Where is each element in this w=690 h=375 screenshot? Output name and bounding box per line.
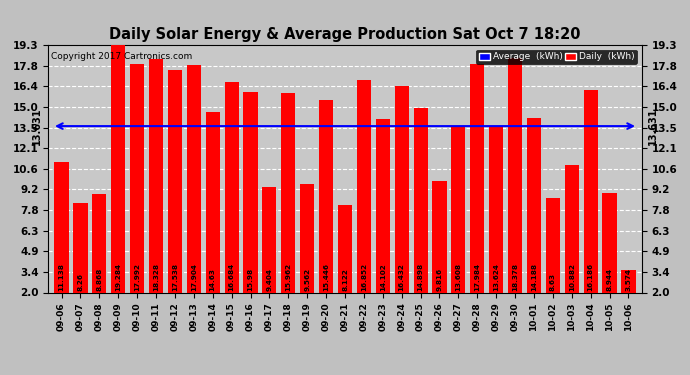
Text: 10.882: 10.882 [569,263,575,291]
Text: 8.868: 8.868 [97,268,102,291]
Text: 14.188: 14.188 [531,263,537,291]
Text: 15.446: 15.446 [323,263,329,291]
Bar [451,126,466,292]
Bar [489,126,503,292]
Text: 8.26: 8.26 [77,273,83,291]
Bar [470,64,484,292]
Text: Copyright 2017 Cartronics.com: Copyright 2017 Cartronics.com [51,53,193,62]
Bar [149,59,163,292]
Text: 13.624: 13.624 [493,263,499,291]
Bar [508,58,522,292]
Bar [433,181,446,292]
Bar [546,198,560,292]
Text: 16.432: 16.432 [399,263,405,291]
Text: 16.684: 16.684 [228,263,235,291]
Bar [92,194,106,292]
Bar [527,118,541,292]
Bar [244,93,257,292]
Text: 16.852: 16.852 [361,263,367,291]
Text: 3.574: 3.574 [625,268,631,291]
Bar [224,82,239,292]
Text: 8.63: 8.63 [550,273,556,291]
Text: 13.608: 13.608 [455,263,462,291]
Text: 9.404: 9.404 [266,268,273,291]
Text: 18.328: 18.328 [153,263,159,291]
Legend: Average  (kWh), Daily  (kWh): Average (kWh), Daily (kWh) [477,50,637,64]
Text: 13.631: 13.631 [32,107,42,145]
Text: 9.816: 9.816 [437,268,442,291]
Text: 14.898: 14.898 [417,263,424,291]
Text: 15.98: 15.98 [248,268,253,291]
Title: Daily Solar Energy & Average Production Sat Oct 7 18:20: Daily Solar Energy & Average Production … [109,27,581,42]
Bar [395,86,408,292]
Bar [55,162,68,292]
Text: 14.63: 14.63 [210,268,216,291]
Text: 8.944: 8.944 [607,268,613,291]
Text: 18.378: 18.378 [512,263,518,291]
Text: 13.631: 13.631 [648,107,658,145]
Text: 8.122: 8.122 [342,268,348,291]
Bar [357,80,371,292]
Text: 17.992: 17.992 [134,263,140,291]
Bar [376,119,390,292]
Bar [130,64,144,292]
Bar [602,193,617,292]
Text: 16.186: 16.186 [588,263,593,291]
Text: 17.904: 17.904 [191,263,197,291]
Bar [584,90,598,292]
Text: 19.284: 19.284 [115,263,121,291]
Text: 11.138: 11.138 [59,263,65,291]
Bar [262,187,277,292]
Bar [338,205,352,292]
Text: 14.102: 14.102 [380,263,386,291]
Text: 17.984: 17.984 [474,263,480,291]
Bar [73,203,88,292]
Bar [168,70,182,292]
Bar [282,93,295,292]
Text: 17.538: 17.538 [172,263,178,291]
Text: 9.562: 9.562 [304,268,310,291]
Bar [111,45,126,292]
Bar [413,108,428,292]
Bar [564,165,579,292]
Bar [622,270,635,292]
Bar [319,100,333,292]
Bar [187,65,201,292]
Bar [300,184,314,292]
Text: 15.962: 15.962 [285,263,291,291]
Bar [206,112,220,292]
